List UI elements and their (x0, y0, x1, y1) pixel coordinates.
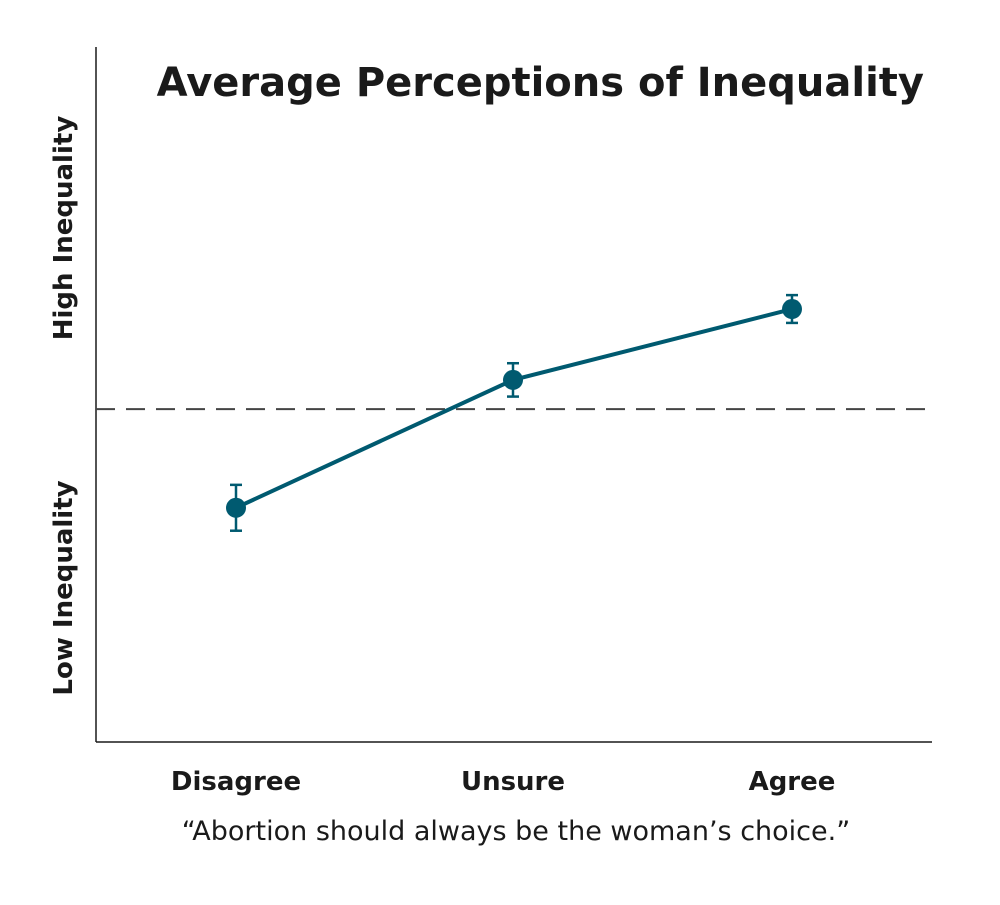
x-tick-label: Disagree (171, 767, 301, 797)
y-label-low: Low Inequality (49, 480, 79, 695)
data-point-agree (782, 299, 802, 320)
chart-title: Average Perceptions of Inequality (157, 60, 924, 106)
data-point-disagree (226, 497, 246, 518)
x-tick-label: Agree (749, 767, 836, 797)
x-axis-label: “Abortion should always be the woman’s c… (182, 816, 850, 847)
data-point-unsure (503, 369, 523, 390)
y-label-high: High Inequality (49, 116, 79, 341)
x-tick-label: Unsure (461, 767, 565, 797)
